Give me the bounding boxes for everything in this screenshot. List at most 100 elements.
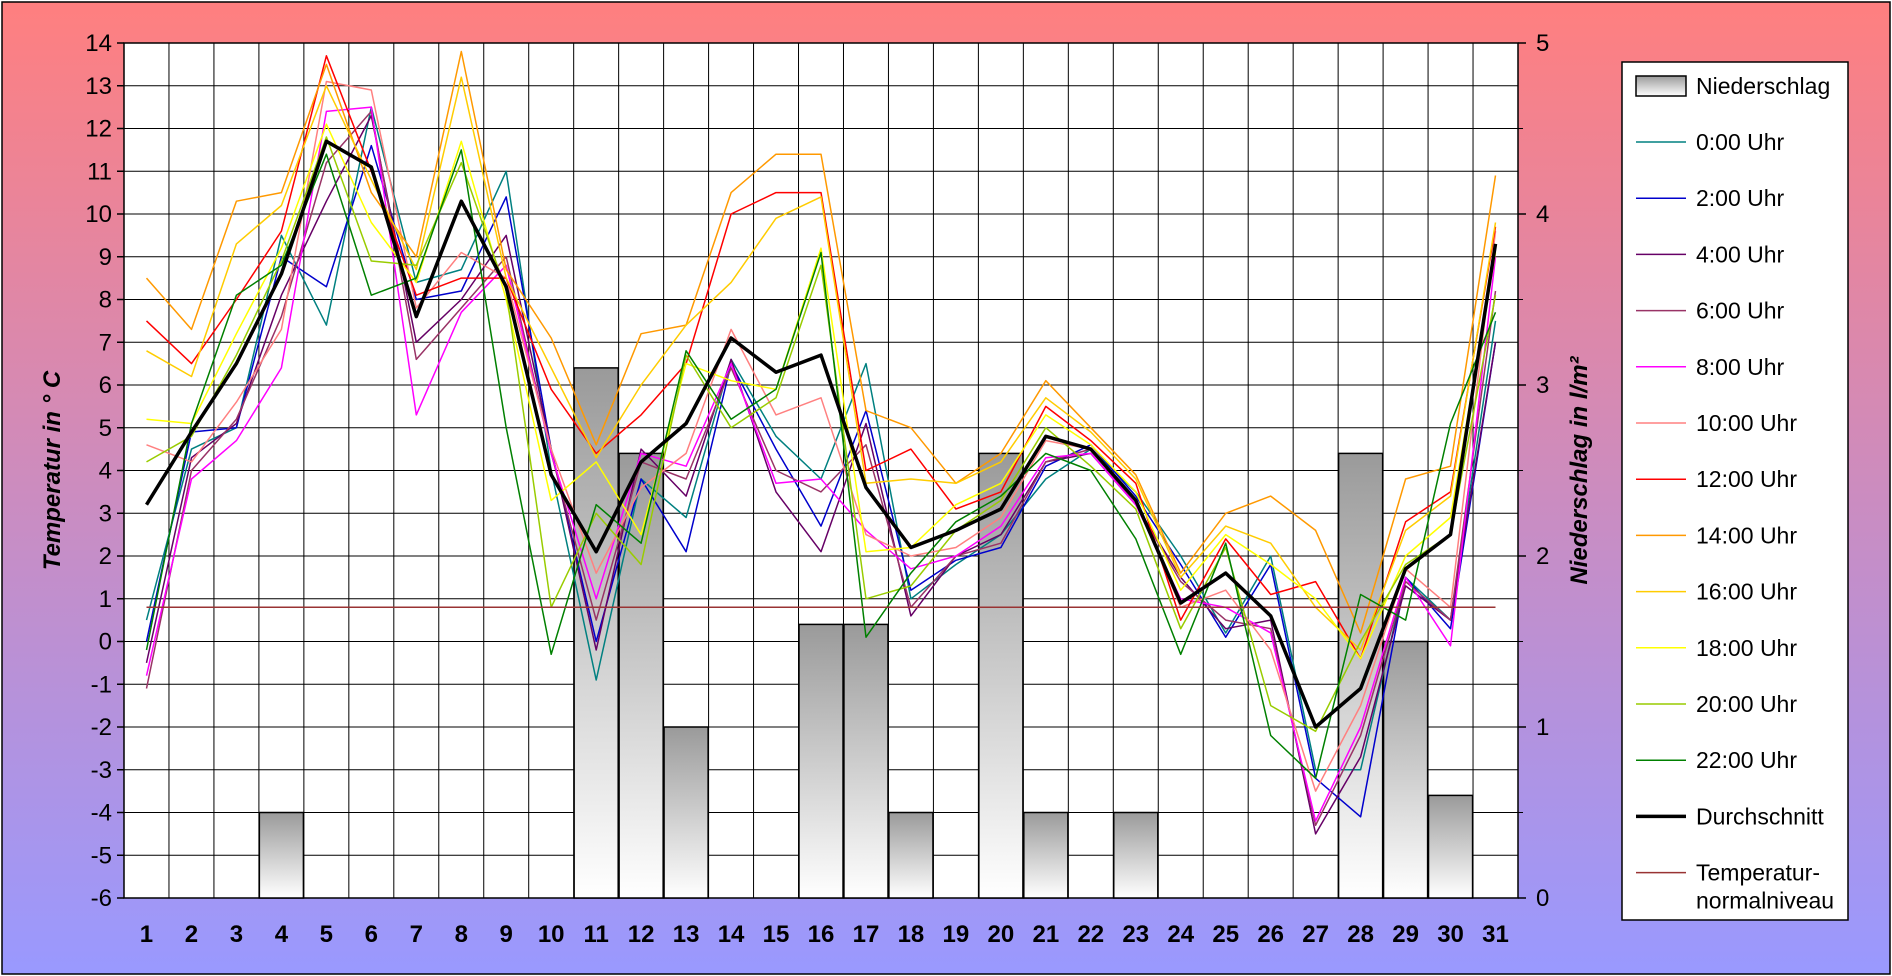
precipitation-bar: [573, 367, 619, 899]
x-tick-label: 30: [1437, 921, 1464, 948]
x-tick-label: 5: [320, 921, 333, 948]
y-left-tick-label: 4: [99, 458, 112, 485]
y-left-tick-label: 0: [99, 629, 112, 656]
y-left-tick-label: 3: [99, 500, 112, 527]
x-tick-label: 7: [410, 921, 423, 948]
y-left-tick-label: 2: [99, 543, 112, 570]
y-left-tick-label: 11: [87, 158, 112, 185]
precipitation-bar: [1023, 811, 1069, 899]
y-left-tick-label: 13: [85, 73, 112, 100]
y-left-tick-label: 8: [99, 287, 112, 314]
legend-label: 6:00 Uhr: [1696, 298, 1785, 324]
precipitation-bars: [258, 367, 1474, 899]
x-tick-label: 20: [988, 921, 1015, 948]
legend-label: 18:00 Uhr: [1696, 635, 1797, 661]
y-left-tick-label: 7: [99, 329, 112, 356]
y-left-tick-label: 14: [85, 30, 112, 57]
legend-label: 12:00 Uhr: [1696, 466, 1797, 492]
series-line: [146, 80, 1497, 792]
precipitation-bar: [1112, 811, 1159, 899]
series-line: [145, 50, 1497, 634]
legend-label: 10:00 Uhr: [1696, 410, 1797, 436]
legend-label: Durchschnitt: [1696, 803, 1824, 829]
x-tick-label: 6: [365, 921, 378, 948]
y-left-tick-label: 6: [99, 372, 112, 399]
legend: Niederschlag 0:00 Uhr 2:00 Uhr 4:00 Uhr 6:00…: [1621, 61, 1849, 921]
x-tick-label: 11: [583, 921, 608, 948]
x-tick-label: 19: [943, 921, 970, 948]
series-line: [146, 76, 1497, 651]
x-tick-label: 23: [1122, 921, 1149, 948]
legend-label: 20:00 Uhr: [1696, 691, 1797, 717]
series-line: [145, 139, 1498, 729]
x-tick-label: 10: [538, 921, 565, 948]
x-tick-label: 22: [1077, 921, 1104, 948]
x-tick-label: 15: [763, 921, 790, 948]
x-tick-label: 3: [230, 921, 243, 948]
x-tick-label: 24: [1167, 921, 1194, 948]
y-left-tick-label: -6: [91, 885, 112, 912]
x-tick-label: 1: [140, 921, 153, 948]
series-line: [145, 149, 1497, 780]
x-tick-label: 4: [275, 921, 289, 948]
x-tick-label: 12: [628, 921, 655, 948]
precipitation-bar: [618, 452, 664, 899]
x-tick-label: 28: [1347, 921, 1374, 948]
legend-label: 0:00 Uhr: [1696, 129, 1785, 155]
y-right-tick-label: 2: [1536, 543, 1549, 570]
legend-label: Niederschlag: [1696, 73, 1830, 99]
y-left-tick-label: -4: [91, 800, 112, 827]
y-left-tick-label: -5: [91, 842, 112, 869]
y-right-tick-label: 0: [1536, 885, 1549, 912]
x-tick-label: 31: [1482, 921, 1509, 948]
y-left-axis-title: Temperatur in ° C: [39, 370, 66, 570]
legend-label: 8:00 Uhr: [1696, 354, 1785, 380]
legend-label: Temperatur-normalniveau: [1696, 860, 1834, 914]
y-left-tick-label: -2: [91, 714, 112, 741]
precipitation-bar: [888, 811, 934, 899]
x-tick-label: 26: [1257, 921, 1284, 948]
y-left-tick-label: 9: [99, 244, 112, 271]
x-tick-label: 9: [500, 921, 513, 948]
legend-label: 16:00 Uhr: [1696, 579, 1797, 605]
y-right-tick-label: 1: [1536, 714, 1549, 741]
legend-label: 22:00 Uhr: [1696, 747, 1797, 773]
x-tick-label: 13: [673, 921, 700, 948]
y-left-tick-label: -3: [91, 757, 112, 784]
precipitation-bar: [663, 726, 709, 899]
x-tick-label: 21: [1032, 921, 1059, 948]
x-tick-label: 17: [853, 921, 880, 948]
x-tick-label: 29: [1392, 921, 1419, 948]
x-tick-label: 16: [808, 921, 835, 948]
precipitation-bar: [1382, 640, 1429, 899]
precipitation-bar: [258, 811, 305, 899]
legend-label: 2:00 Uhr: [1696, 185, 1785, 211]
x-tick-label: 27: [1302, 921, 1329, 948]
x-tick-label: 8: [455, 921, 468, 948]
series-line: [145, 106, 1497, 822]
temperature-lines: [145, 50, 1498, 835]
series-line: [146, 136, 1497, 733]
precipitation-bar: [1427, 794, 1474, 899]
x-tick-label: 25: [1212, 921, 1239, 948]
y-left-tick-label: 5: [99, 415, 112, 442]
precipitation-bar: [843, 623, 889, 899]
x-tick-label: 18: [898, 921, 925, 948]
legend-label: 14:00 Uhr: [1696, 522, 1797, 548]
y-left-tick-label: 10: [85, 201, 112, 228]
legend-box: [1621, 61, 1849, 921]
y-right-tick-label: 4: [1536, 201, 1549, 228]
x-tick-label: 14: [718, 921, 745, 948]
y-left-tick-label: 12: [85, 116, 112, 143]
legend-swatch-bar: [1635, 75, 1687, 97]
y-right-tick-label: 3: [1536, 372, 1549, 399]
legend-label: 4:00 Uhr: [1696, 241, 1785, 267]
series-line: [146, 123, 1497, 660]
x-tick-label: 2: [185, 921, 198, 948]
y-right-tick-label: 5: [1536, 30, 1549, 57]
y-right-axis-title: Niederschlag in l/m²: [1566, 355, 1593, 584]
y-left-tick-label: -1: [91, 671, 112, 698]
